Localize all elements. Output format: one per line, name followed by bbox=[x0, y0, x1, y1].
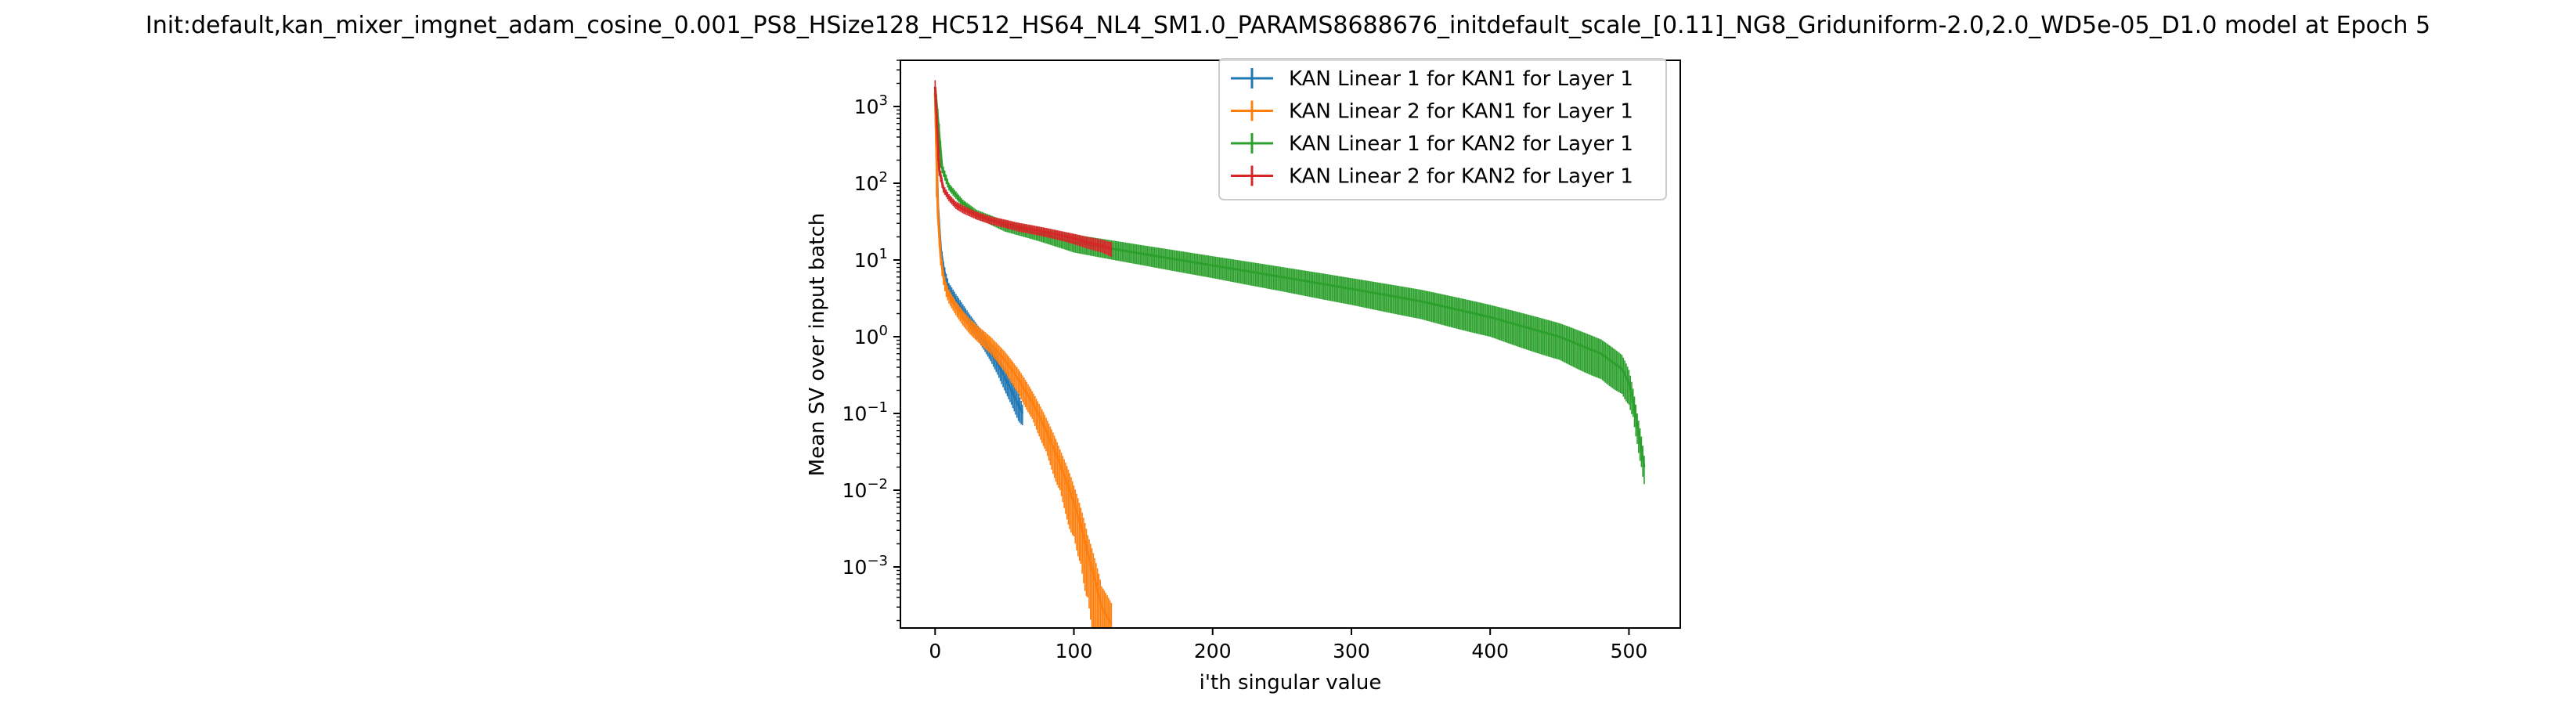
y-tick-label: 102 bbox=[854, 169, 888, 195]
x-tick-label: 400 bbox=[1471, 640, 1509, 662]
legend-box bbox=[1218, 58, 1667, 200]
y-axis: 10−3 10−2 10−1 100 101 102 103 bbox=[842, 60, 900, 622]
y-tick-label: 10−1 bbox=[842, 399, 888, 425]
legend-entry: KAN Linear 1 for KAN1 for Layer 1 bbox=[1231, 67, 1633, 91]
x-tick-label: 0 bbox=[929, 640, 941, 662]
series-line bbox=[933, 92, 1113, 625]
legend: KAN Linear 1 for KAN1 for Layer 1 KAN Lin… bbox=[1218, 58, 1667, 200]
series-layer bbox=[933, 80, 1646, 628]
y-tick-label: 10−3 bbox=[842, 553, 888, 579]
chart-title: Init:default,kan_mixer_imgnet_adam_cosin… bbox=[146, 12, 2430, 39]
series-line bbox=[933, 86, 1112, 251]
y-tick-label: 101 bbox=[854, 246, 888, 272]
x-tick-label: 300 bbox=[1333, 640, 1370, 662]
y-tick-label: 10−2 bbox=[842, 476, 888, 502]
x-tick-label: 100 bbox=[1055, 640, 1093, 662]
legend-entries: KAN Linear 1 for KAN1 for Layer 1 KAN Lin… bbox=[1231, 67, 1633, 189]
legend-entry: KAN Linear 2 for KAN2 for Layer 1 bbox=[1231, 165, 1633, 189]
series-4 bbox=[933, 80, 1113, 257]
x-tick-label: 200 bbox=[1194, 640, 1232, 662]
x-axis: 0 100 200 300 400 500 bbox=[929, 628, 1647, 662]
y-tick-label: 103 bbox=[854, 92, 888, 118]
legend-label: KAN Linear 2 for KAN2 for Layer 1 bbox=[1289, 165, 1633, 189]
legend-entry: KAN Linear 2 for KAN1 for Layer 1 bbox=[1231, 100, 1633, 124]
y-axis-label: Mean SV over input batch bbox=[806, 213, 829, 476]
series-line bbox=[933, 86, 1646, 467]
legend-label: KAN Linear 1 for KAN2 for Layer 1 bbox=[1289, 132, 1633, 156]
legend-label: KAN Linear 2 for KAN1 for Layer 1 bbox=[1289, 100, 1633, 124]
x-tick-label: 500 bbox=[1611, 640, 1648, 662]
y-tick-label: 100 bbox=[854, 323, 888, 348]
series-2 bbox=[933, 85, 1113, 628]
legend-entry: KAN Linear 1 for KAN2 for Layer 1 bbox=[1231, 132, 1633, 156]
x-axis-label: i'th singular value bbox=[1200, 671, 1382, 695]
legend-label: KAN Linear 1 for KAN1 for Layer 1 bbox=[1289, 67, 1633, 91]
